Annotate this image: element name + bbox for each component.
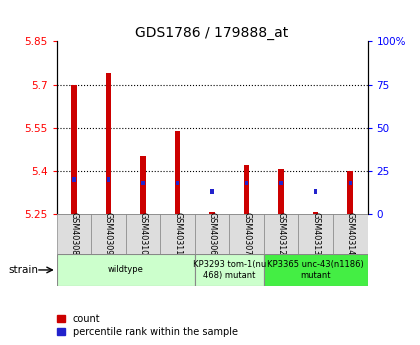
Bar [244,165,249,214]
Bar [57,254,195,286]
Bar [278,169,284,214]
Bar [347,171,353,214]
Bar [314,189,318,194]
Text: strain: strain [8,265,38,275]
Bar [71,85,77,214]
Bar [333,214,368,254]
Text: GSM40314: GSM40314 [346,212,355,255]
Text: wildtype: wildtype [108,265,144,275]
Bar [107,177,110,181]
Bar [313,212,318,214]
Bar [195,214,229,254]
Bar [176,181,179,185]
Bar [106,73,111,214]
Bar [57,214,91,254]
Bar [245,181,248,185]
Text: KP3365 unc-43(n1186)
mutant: KP3365 unc-43(n1186) mutant [267,260,364,280]
Text: GSM40312: GSM40312 [277,212,286,255]
Bar [140,156,146,214]
Text: GSM40308: GSM40308 [69,212,79,255]
Bar [195,254,264,286]
Bar [126,214,160,254]
Text: GSM40307: GSM40307 [242,212,251,255]
Bar [141,181,145,185]
Title: GDS1786 / 179888_at: GDS1786 / 179888_at [136,26,289,40]
Bar [279,181,283,185]
Text: GSM40311: GSM40311 [173,212,182,255]
Text: KP3293 tom-1(nu
468) mutant: KP3293 tom-1(nu 468) mutant [193,260,266,280]
Text: GSM40313: GSM40313 [311,212,320,255]
Legend: count, percentile rank within the sample: count, percentile rank within the sample [58,314,238,337]
Bar [349,181,352,185]
Text: GSM40309: GSM40309 [104,212,113,255]
Bar [264,254,368,286]
Bar [229,214,264,254]
Bar [160,214,195,254]
Bar [72,177,76,181]
Text: GSM40310: GSM40310 [139,212,147,255]
Bar [299,214,333,254]
Bar [209,212,215,214]
Bar [210,189,214,194]
Bar [264,214,299,254]
Text: GSM40306: GSM40306 [207,212,217,255]
Bar [91,214,126,254]
Bar [175,130,180,214]
